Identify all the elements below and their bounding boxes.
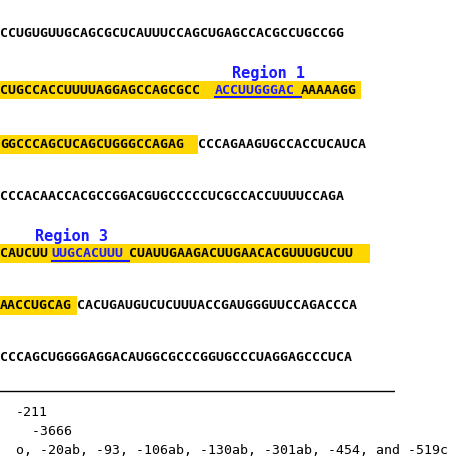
Text: UUGCACUUU: UUGCACUUU (52, 247, 124, 260)
FancyBboxPatch shape (52, 244, 129, 263)
FancyBboxPatch shape (0, 296, 77, 315)
FancyBboxPatch shape (301, 81, 361, 100)
Text: CCCACAACCACGCCGGACGUGCCCCCUCGCCACCUUUUCCAGA: CCCACAACCACGCCGGACGUGCCCCCUCGCCACCUUUUCC… (0, 190, 344, 203)
FancyBboxPatch shape (215, 81, 301, 100)
FancyBboxPatch shape (0, 135, 198, 154)
Text: Region 1: Region 1 (232, 65, 305, 82)
Text: CCUGUGUUGCAGCGCUCAUUUCCAGCUGAGCCACGCCUGCCGG: CCUGUGUUGCAGCGCUCAUUUCCAGCUGAGCCACGCCUGC… (0, 27, 344, 40)
FancyBboxPatch shape (129, 244, 370, 263)
Text: CUAUUGAAGACUUGAACACGUUUGUCUU: CUAUUGAAGACUUGAACACGUUUGUCUU (129, 247, 353, 260)
Text: o, -20ab, -93, -106ab, -130ab, -301ab, -454, and -519c: o, -20ab, -93, -106ab, -130ab, -301ab, -… (16, 444, 448, 457)
Text: Region 3: Region 3 (35, 228, 108, 244)
FancyBboxPatch shape (0, 244, 52, 263)
FancyBboxPatch shape (0, 81, 215, 100)
Text: -3666: -3666 (16, 425, 72, 438)
Text: CACUGAUGUCUCUUUACCGAUGGGUUCCAGACCCA: CACUGAUGUCUCUUUACCGAUGGGUUCCAGACCCA (77, 299, 357, 312)
Text: GGCCCAGCUCAGCUGGGCCAGAG: GGCCCAGCUCAGCUGGGCCAGAG (0, 138, 184, 151)
Text: CAUCUU: CAUCUU (0, 247, 48, 260)
Text: AACCUGCAG: AACCUGCAG (0, 299, 72, 312)
Text: AAAAAGG: AAAAAGG (301, 83, 357, 97)
Text: CCCAGCUGGGGAGGACAUGGCGCCCGGUGCCCUAGGAGCCCUCA: CCCAGCUGGGGAGGACAUGGCGCCCGGUGCCCUAGGAGCC… (0, 351, 352, 365)
Text: CCCAGAAGUGCCACCUCAUCA: CCCAGAAGUGCCACCUCAUCA (198, 138, 365, 151)
Text: -211: -211 (16, 406, 48, 419)
Text: CUGCCACCUUUUAGGAGCCAGCGCC: CUGCCACCUUUUAGGAGCCAGCGCC (0, 83, 200, 97)
Text: ACCUUGGGAC: ACCUUGGGAC (215, 83, 295, 97)
